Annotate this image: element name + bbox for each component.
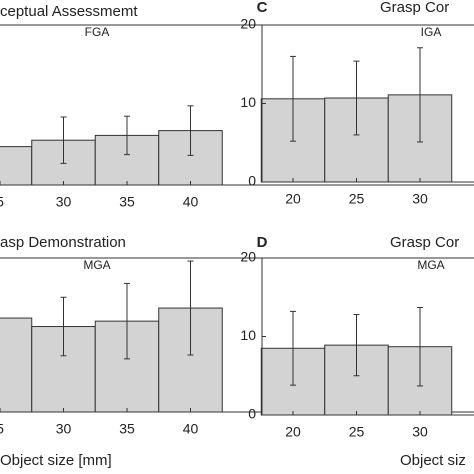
panel-title: Grasp Cor [390,234,459,251]
panel-title: Grasp Cor [380,0,449,16]
y-tick-label: 0 [248,406,256,422]
x-tick-label: 30 [412,424,428,440]
y-tick-label: 10 [240,327,256,343]
x-tick-label: 30 [412,191,428,207]
bar [0,317,33,413]
y-tick-label: 20 [240,16,256,32]
x-tick-label: 5 [0,194,4,210]
panel-subtitle: IGA [421,25,442,39]
panel-subtitle: MGA [83,258,110,272]
x-axis-label: Object siz [400,452,466,469]
x-tick-label: 20 [285,191,301,207]
x-tick-label: 35 [119,194,135,210]
x-tick-label: 20 [285,424,301,440]
x-tick-label: 30 [56,421,72,437]
panel-title: asp Demonstration [0,234,126,251]
panel-subtitle: FGA [85,25,110,39]
x-tick-label: 25 [349,191,365,207]
panel-subtitle: MGA [417,258,444,272]
bar [0,146,33,186]
y-tick-label: 0 [248,173,256,189]
panel-title: ceptual Assessmemt [0,3,138,20]
y-tick-label: 10 [240,94,256,110]
x-tick-label: 25 [349,424,365,440]
x-tick-label: 35 [119,421,135,437]
y-tick-label: 20 [240,249,256,265]
panel-label: C [257,0,268,16]
x-tick-label: 40 [183,421,199,437]
x-axis-label: Object size [mm] [0,452,112,469]
panel-label: D [257,234,268,251]
x-tick-label: 5 [0,421,4,437]
x-tick-label: 30 [56,194,72,210]
x-tick-label: 40 [183,194,199,210]
